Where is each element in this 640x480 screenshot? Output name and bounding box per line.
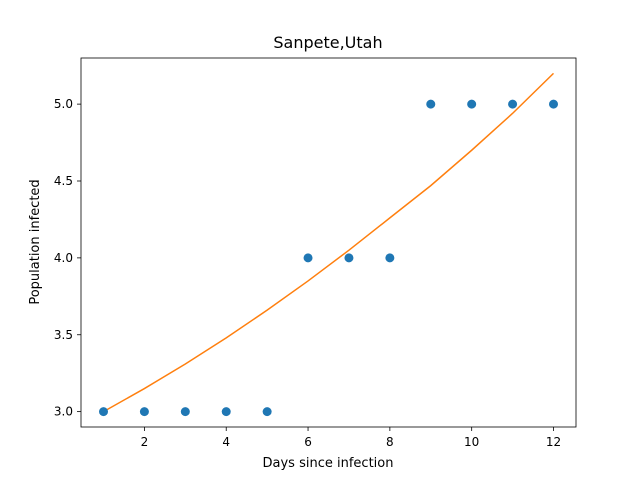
scatter-point bbox=[344, 253, 354, 263]
y-axis-label: Population infected bbox=[28, 179, 43, 304]
scatter-point bbox=[508, 99, 518, 109]
plot-area: 2 4 6 8 10 12 3.0 3.5 4.0 4.5 5.0 bbox=[54, 57, 577, 449]
x-tick-label: 6 bbox=[304, 435, 312, 449]
x-tick-label: 2 bbox=[141, 435, 149, 449]
x-tick-label: 4 bbox=[222, 435, 230, 449]
fit-line bbox=[103, 72, 555, 413]
scatter-point bbox=[303, 253, 313, 263]
y-tick-label: 4.5 bbox=[54, 174, 73, 188]
y-tick-label: 3.5 bbox=[54, 328, 73, 342]
scatter-point bbox=[549, 99, 558, 109]
y-tick-label: 5.0 bbox=[54, 97, 73, 111]
scatter-point bbox=[180, 407, 190, 417]
scatter-point bbox=[467, 99, 477, 109]
x-tick-label: 10 bbox=[464, 435, 479, 449]
x-tick-label: 12 bbox=[546, 435, 561, 449]
y-tick-label: 4.0 bbox=[54, 251, 73, 265]
scatter-point bbox=[99, 407, 108, 417]
axes-frame bbox=[80, 57, 577, 428]
y-tick-label: 3.0 bbox=[54, 405, 73, 419]
x-tick-label: 8 bbox=[386, 435, 394, 449]
scatter-point bbox=[221, 407, 231, 417]
scatter-point bbox=[139, 407, 149, 417]
scatter-point bbox=[385, 253, 395, 263]
scatter-point bbox=[426, 99, 436, 109]
scatter-point bbox=[262, 407, 272, 417]
x-axis-label: Days since infection bbox=[263, 456, 394, 471]
chart-title: Sanpete,Utah bbox=[273, 33, 382, 52]
